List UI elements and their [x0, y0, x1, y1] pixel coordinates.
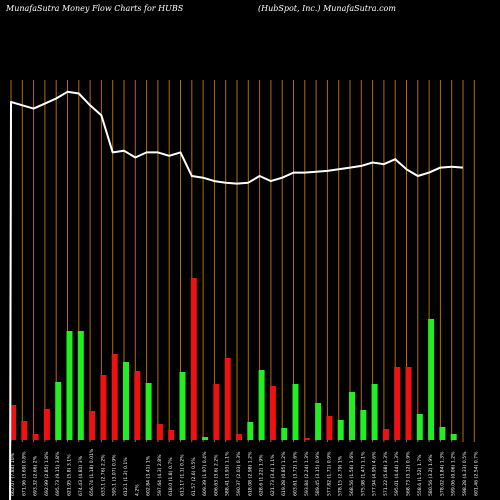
volume-bar — [315, 403, 322, 440]
volume-bar — [247, 422, 254, 440]
x-tick-label: 61.57 (2.6) 0.5% — [191, 457, 197, 496]
chart-title: MunafaSutra Money Flow Charts for HUBS — [6, 4, 184, 13]
x-tick-label: 662.07 (7.84) 10% — [10, 452, 16, 496]
volume-bar — [360, 410, 367, 440]
x-tick-label: 613.17 (1.1) 0.2% — [180, 454, 186, 496]
volume-bar — [168, 430, 175, 440]
x-tick-label: 618.0 (1.8) 0.7% — [168, 457, 174, 496]
volume-bar — [349, 392, 355, 440]
x-tick-label: 609.39 (1.97) 0.4% — [202, 451, 208, 496]
volume-bar — [236, 434, 242, 440]
volume-bar — [292, 384, 299, 440]
volume-bar — [21, 421, 28, 440]
x-tick-label: 695.73 (9.15) 3.8% — [55, 451, 61, 496]
volume-bar — [371, 384, 378, 440]
x-tick-label: 597.64 (4.3) 2.8% — [157, 454, 163, 496]
x-tick-label: 598.28 (4.33) 0.5% — [462, 451, 468, 496]
x-tick-label: 595.01 (4.44) 1.3% — [394, 451, 400, 496]
x-tick-label: 593.84 (2.24) 1.3% — [304, 451, 310, 496]
x-tick-label: 590.37 (2.03) 0.3% — [236, 451, 242, 496]
x-tick-label: 578.02 (3.84) 1.3% — [439, 451, 445, 496]
volume-bar — [100, 375, 107, 440]
x-tick-label: 628.6 (1.22) 1.9% — [259, 454, 265, 496]
volume-bar — [134, 371, 141, 440]
volume-bar — [213, 384, 220, 440]
chart-subtitle: (HubSpot, Inc.) MunafaSutra.com — [258, 4, 396, 13]
x-tick-label: 621.73 (3.4) 1.1% — [270, 454, 276, 496]
price-line — [9, 90, 464, 500]
x-tick-label: 599.06 (0.06) 1.2% — [451, 451, 457, 496]
x-tick-label: 612.1 (1.3) 0.1% — [123, 457, 129, 496]
x-tick-label: 603.61 (3.72) 1.6% — [293, 451, 299, 496]
x-tick-label: 575.98 (1.47) 1.1% — [360, 451, 366, 496]
x-tick-label: 656.74 (1.18) 0.01% — [89, 448, 95, 496]
volume-bar — [382, 429, 389, 440]
volume-bar — [123, 362, 129, 440]
volume-bar — [179, 372, 186, 440]
volume-bar — [145, 383, 152, 440]
volume-bar — [439, 427, 446, 440]
x-tick-label: 674.43 (4.81) 3% — [78, 455, 84, 496]
volume-bar — [55, 382, 62, 440]
volume-bar — [450, 434, 457, 440]
x-tick-label: 633.1 (2.76) 2.2% — [100, 454, 106, 496]
volume-bar — [190, 278, 197, 440]
volume-bar — [405, 367, 412, 440]
x-tick-label: 671.96 (3.69) 0.8% — [21, 451, 27, 496]
x-tick-label: 588.41 (3.93) 1.1% — [225, 451, 231, 496]
x-tick-label: 4.2% — [134, 484, 140, 496]
x-tick-label: 589.45 (3.15) 0.9% — [315, 451, 321, 496]
x-tick-label: 571.22 (5.68) 3.3% — [383, 451, 389, 496]
volume-bar — [111, 354, 118, 440]
x-tick-label: 577.82 (1.71) 0.9% — [326, 451, 332, 496]
volume-bar — [269, 386, 276, 440]
x-tick-label: 602.84 (3.41) 1% — [146, 455, 152, 496]
x-tick-label: 568.73 (3.12) 0.9% — [406, 451, 412, 496]
volume-bar — [89, 411, 96, 440]
volume-bar — [202, 437, 209, 440]
volume-bar — [43, 409, 50, 440]
x-tick-label: 621.95 (5.8) 3.1% — [67, 454, 73, 496]
volume-bar — [77, 331, 84, 440]
x-tick-label: 595.1 (3.07) 0.9% — [112, 454, 118, 496]
volume-bar — [326, 416, 333, 440]
volume-bar — [10, 405, 16, 440]
volume-bar — [258, 370, 265, 440]
volume-bar — [416, 414, 423, 440]
x-tick-label: 692.99 (2.85) 1.8% — [44, 451, 50, 496]
x-tick-label: 693.32 (2.66) 2% — [33, 455, 39, 496]
volume-bar — [224, 358, 231, 440]
x-tick-label: 578.15 (2.79) 1% — [338, 455, 344, 496]
x-tick-label: 568.56 (1.56) 1.6% — [349, 451, 355, 496]
volume-bar — [156, 424, 163, 440]
x-tick-label: 558.6 (1.52) 1.7% — [417, 454, 423, 496]
x-tick-label: 601.46 (2.54) 0.7% — [473, 451, 479, 496]
volume-bar — [394, 367, 401, 440]
volume-bar — [281, 428, 288, 440]
x-tick-label: 606.63 (3.6) 2.2% — [213, 454, 219, 496]
x-tick-label: 619.28 (0.85) 1.2% — [281, 451, 287, 496]
x-tick-label: 580.56 (3.2) 1.9% — [428, 454, 434, 496]
volume-bar — [428, 319, 435, 440]
volume-bar — [303, 438, 310, 440]
volume-bar — [66, 331, 73, 440]
volume-bar — [337, 420, 344, 440]
x-tick-label: 618.08 (2.98) 1.2% — [247, 451, 253, 496]
volume-bar — [32, 434, 39, 440]
x-tick-label: 577.94 (4.95) 4.6% — [372, 451, 378, 496]
